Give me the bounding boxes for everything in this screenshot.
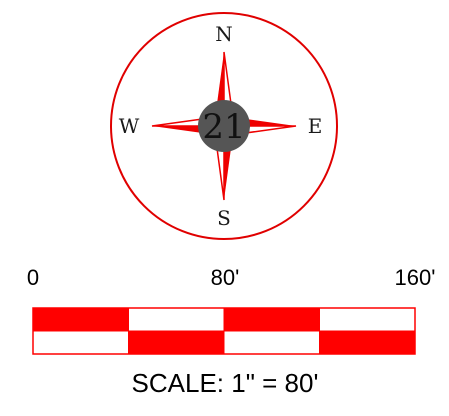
scale-cell-r2-c4 (319, 330, 416, 355)
scale-tick-label-160: 160' (395, 265, 436, 290)
compass-center-disc (198, 100, 250, 152)
compass-south-label: S (217, 206, 231, 230)
scale-cell-r2-c2 (128, 330, 225, 355)
scale-tick-label-0: 0 (27, 265, 39, 290)
compass-center-number: 21 (202, 107, 245, 147)
scale-cell-r1-c2 (128, 307, 225, 332)
scale-tick-label-80: 80' (211, 265, 240, 290)
scale-cell-r1-c1 (32, 307, 129, 332)
scale-cell-r2-c3 (223, 330, 320, 355)
scale-caption: SCALE: 1" = 80' (132, 368, 319, 398)
compass-rose: 21 N S E W (110, 12, 338, 240)
scale-cell-r1-c4 (319, 307, 416, 332)
scale-cell-r1-c3 (223, 307, 320, 332)
compass-north-label: N (215, 22, 233, 46)
compass-west-label: W (119, 114, 140, 138)
scale-bar: 0 80' 160' SCALE: 1" = 80' (27, 265, 436, 398)
compass-east-label: E (308, 114, 323, 138)
scale-cell-r2-c1 (32, 330, 129, 355)
scale-bar-cells (32, 307, 416, 355)
